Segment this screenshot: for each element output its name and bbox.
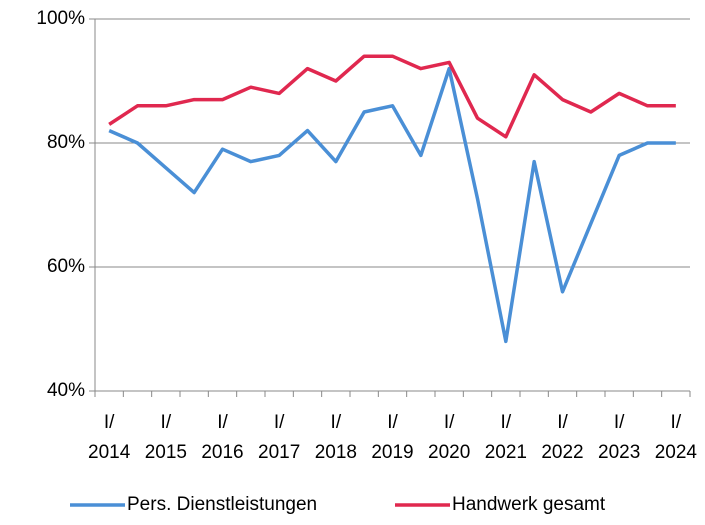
x-tick-label-line: 2014 bbox=[88, 442, 131, 463]
x-tick-label-line: I/ bbox=[217, 412, 228, 433]
x-tick-label-line: I/ bbox=[557, 412, 568, 433]
x-tick-label-line: I/ bbox=[387, 412, 398, 433]
y-tick-label: 40% bbox=[47, 380, 85, 401]
x-tick-label-line: 2019 bbox=[371, 442, 413, 463]
x-tick-label: I/2023 bbox=[598, 412, 640, 463]
x-tick-label: I/2015 bbox=[145, 412, 187, 463]
x-tick-label-line: I/ bbox=[104, 412, 115, 433]
x-tick-label-line: 2017 bbox=[258, 442, 300, 463]
x-tick-label-line: 2020 bbox=[428, 442, 470, 463]
x-tick-label-line: I/ bbox=[444, 412, 455, 433]
x-tick-label-line: I/ bbox=[501, 412, 512, 433]
x-tick-label-line: I/ bbox=[614, 412, 625, 433]
x-tick-label-line: 2015 bbox=[145, 442, 187, 463]
series-line bbox=[108, 66, 676, 344]
legend-label: Pers. Dienstleistungen bbox=[127, 494, 317, 515]
x-tick-label: I/2020 bbox=[428, 412, 470, 463]
x-tick-label-line: I/ bbox=[161, 412, 172, 433]
x-tick-label: I/2021 bbox=[485, 412, 527, 463]
x-tick-label: I/2024 bbox=[655, 412, 698, 463]
x-tick-label: I/2018 bbox=[315, 412, 357, 463]
x-tick-label-line: 2024 bbox=[655, 442, 698, 463]
x-tick-label-line: 2016 bbox=[201, 442, 243, 463]
x-tick-label: I/2019 bbox=[371, 412, 413, 463]
y-tick-label: 80% bbox=[47, 132, 85, 153]
x-tick-label: I/2017 bbox=[258, 412, 300, 463]
x-tick-label-line: I/ bbox=[671, 412, 682, 433]
x-tick-label-line: I/ bbox=[331, 412, 342, 433]
x-tick-label-line: 2023 bbox=[598, 442, 640, 463]
x-tick-label: I/2022 bbox=[541, 412, 583, 463]
y-tick-label: 100% bbox=[36, 8, 85, 29]
y-tick-label: 60% bbox=[47, 256, 85, 277]
x-tick-label-line: 2018 bbox=[315, 442, 357, 463]
x-tick-label-line: I/ bbox=[274, 412, 285, 433]
legend-label: Handwerk gesamt bbox=[452, 494, 606, 515]
x-tick-label: I/2014 bbox=[88, 412, 131, 463]
x-tick-label: I/2016 bbox=[201, 412, 243, 463]
series-line bbox=[108, 54, 676, 139]
x-tick-label-line: 2022 bbox=[541, 442, 583, 463]
x-tick-label-line: 2021 bbox=[485, 442, 527, 463]
